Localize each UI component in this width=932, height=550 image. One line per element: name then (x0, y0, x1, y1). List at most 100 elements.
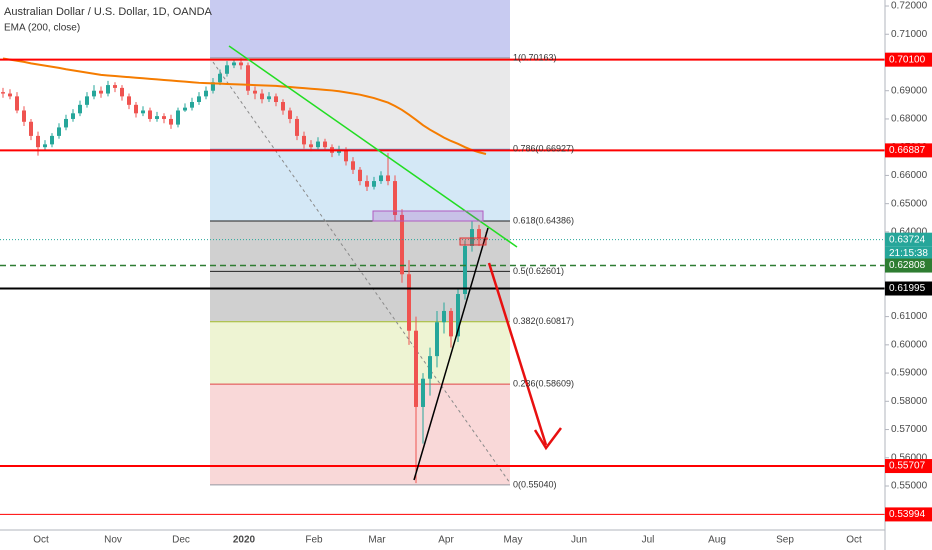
x-tick-label: Jul (642, 535, 655, 546)
candle-body (351, 161, 355, 170)
y-tick-label: 0.64000 (891, 227, 928, 238)
y-tick-label: 0.71000 (891, 29, 928, 40)
zone-box (372, 210, 484, 222)
zone-box (459, 237, 487, 246)
drawings (228, 45, 562, 481)
candle-body (43, 144, 47, 148)
candle-body (92, 90, 96, 97)
candle-body (309, 144, 313, 148)
y-tick-label: 0.72000 (891, 1, 928, 12)
arrow (487, 262, 548, 446)
x-tick-label: Apr (438, 535, 454, 546)
price-box (885, 232, 932, 247)
x-tick-label: Jun (571, 535, 587, 546)
candle-body (435, 322, 439, 357)
x-tick-label: Aug (708, 535, 726, 546)
y-tick-label: 0.56000 (891, 452, 928, 463)
fib-zone (210, 57, 510, 150)
candle-body (106, 85, 110, 94)
candle-body (246, 65, 250, 91)
price-box (885, 281, 932, 296)
countdown-label: 21:15:38 (889, 248, 928, 259)
candle-body (386, 175, 390, 182)
candle-body (463, 246, 467, 295)
x-tick-label: Oct (33, 535, 49, 546)
candle-body (99, 90, 103, 94)
price-box (885, 52, 932, 67)
candle-body (456, 294, 460, 337)
candle-body (148, 110, 152, 119)
candle-body (204, 90, 208, 97)
candle-body (365, 181, 369, 187)
plot (0, 57, 885, 515)
fib-label: 0.786(0.66927) (513, 144, 574, 154)
y-tick-label: 0.55000 (891, 481, 928, 492)
arrow-head (533, 427, 562, 451)
candle-body (274, 96, 278, 103)
x-tick-label: Mar (368, 535, 386, 546)
candle-body (372, 181, 376, 187)
fib-label: 0.382(0.60817) (513, 316, 574, 326)
candle-body (267, 96, 271, 100)
y-tick-label: 0.65000 (891, 198, 928, 209)
price-box-label: 0.53994 (889, 509, 926, 520)
fib-zone (210, 384, 510, 485)
candle-body (400, 214, 404, 275)
candle-body (232, 62, 236, 66)
candle-body (134, 104, 138, 114)
y-tick-label: 0.58000 (891, 396, 928, 407)
candle-body (8, 93, 12, 97)
candle-body (239, 62, 243, 66)
candle-body (414, 330, 418, 407)
candle-body (260, 93, 264, 100)
candle-body (183, 107, 187, 111)
price-box-label: 0.63724 (889, 234, 926, 245)
countdown-box (885, 246, 932, 260)
candle-body (421, 378, 425, 407)
x-tick-label: Dec (172, 535, 190, 546)
y-tick-label: 0.60000 (891, 339, 928, 350)
fib-zones (210, 0, 511, 486)
y-tick-label: 0.61000 (891, 311, 928, 322)
x-tick-label: Sep (776, 535, 794, 546)
y-tick-label: 0.68000 (891, 114, 928, 125)
candle-body (169, 118, 173, 125)
candle-body (211, 82, 215, 91)
x-tick-label: Nov (104, 535, 122, 546)
y-tick-label: 0.69000 (891, 85, 928, 96)
indicator-label: EMA (200, close) (4, 23, 80, 34)
candle-body (442, 310, 446, 323)
price-box (885, 258, 932, 273)
candle-body (393, 181, 397, 215)
candle-body (323, 141, 327, 148)
candle-body (190, 102, 194, 108)
price-axis (885, 0, 932, 550)
candle-body (344, 150, 348, 162)
candle-body (162, 116, 166, 119)
candle-body (78, 104, 82, 114)
ema-line (2, 57, 487, 155)
candle-body (218, 73, 222, 83)
candle-body (288, 110, 292, 119)
axes: 0.55000 0.56000 0.57000 0.58000 0.59000 0.600… (33, 1, 932, 546)
price-box-label: 0.70100 (889, 54, 926, 65)
x-tick-label: Oct (846, 535, 862, 546)
trend-line (413, 227, 489, 481)
candle-body (253, 90, 257, 94)
fib-label: 1(0.70163) (513, 52, 557, 62)
x-tick-label: 2020 (233, 535, 256, 546)
candle-body (449, 310, 453, 337)
candle-body (358, 169, 362, 182)
candle-body (71, 113, 75, 119)
fib-zone (210, 220, 510, 272)
candle-body (15, 96, 19, 111)
candle-body (295, 118, 299, 136)
x-tick-label: Feb (305, 535, 323, 546)
candle-body (176, 110, 180, 125)
candle-body (407, 274, 411, 331)
candle-body (29, 121, 33, 136)
candle-body (113, 85, 117, 88)
trend-line (228, 45, 518, 248)
fib-label: 0(0.55040) (513, 479, 557, 489)
